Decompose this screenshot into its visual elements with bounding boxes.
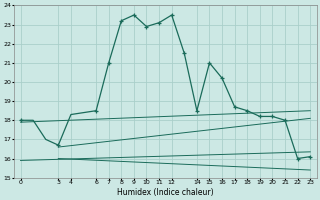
X-axis label: Humidex (Indice chaleur): Humidex (Indice chaleur)	[117, 188, 214, 197]
